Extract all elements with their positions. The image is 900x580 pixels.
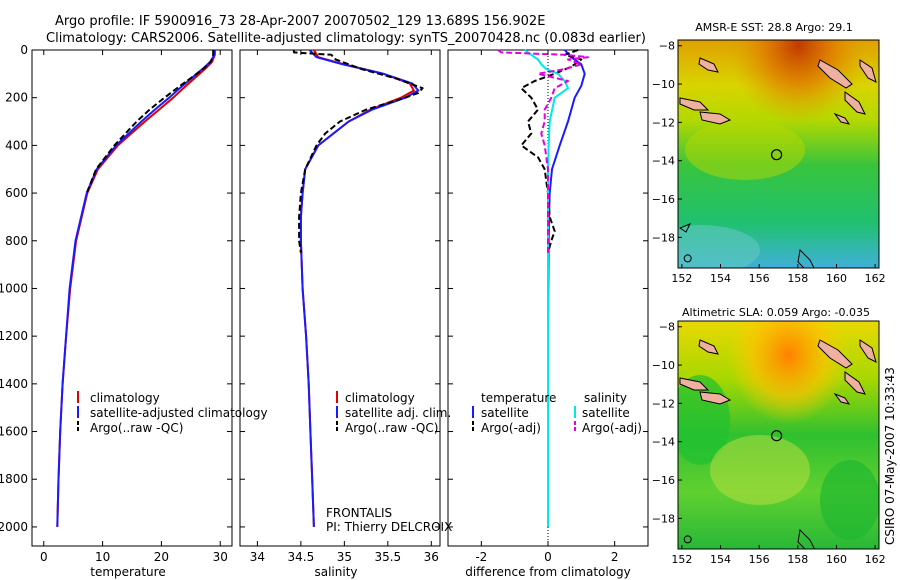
temperature-x-tick-label: 20 bbox=[154, 550, 169, 564]
sla-secondary-marker bbox=[683, 535, 692, 544]
temperature-x-label: temperature bbox=[90, 565, 165, 579]
sla-lon-tick-label: 156 bbox=[749, 553, 770, 566]
salinity-x-tick-label: 35.5 bbox=[374, 550, 401, 564]
sla-argo-marker bbox=[770, 430, 783, 442]
salinity-series-climatology bbox=[299, 49, 415, 527]
depth-tick-label: 1000 bbox=[0, 281, 28, 295]
salinity-legend-satellite: satellite adj. clim. bbox=[345, 406, 451, 420]
difference-legend-temperature-header: temperature bbox=[481, 391, 556, 405]
sst-lon-tick-label: 154 bbox=[710, 272, 731, 285]
sst-lat-tick-label: −8 bbox=[659, 40, 675, 53]
csiro-timestamp: CSIRO 07-May-2007 10:33:43 bbox=[883, 367, 897, 545]
figure-title-line1: Argo profile: IF 5900916_73 28-Apr-2007 … bbox=[55, 14, 545, 29]
sla-lon-tick-label: 154 bbox=[710, 553, 731, 566]
sst-lat-tick-label: −12 bbox=[652, 116, 675, 129]
difference-legend-temp-argo: Argo(-adj) bbox=[481, 421, 541, 435]
salinity-series-satellite-adj-clim bbox=[299, 49, 420, 527]
difference-x-tick-label: -2 bbox=[475, 550, 487, 564]
temperature-legend-climatology: climatology bbox=[90, 391, 160, 405]
temperature-series-climatology bbox=[56, 50, 216, 527]
salinity-x-tick-label: 35 bbox=[337, 550, 352, 564]
salinity-panel: 34 34.5 35 35.5 36 salinity climatology sate… bbox=[239, 49, 452, 579]
salinity-x-tick-label: 36 bbox=[424, 550, 439, 564]
salinity-x-tick-label: 34 bbox=[250, 550, 265, 564]
depth-tick-label: 1200 bbox=[0, 329, 28, 343]
sst-map-field bbox=[678, 40, 879, 268]
depth-tick-label: 600 bbox=[5, 186, 28, 200]
sst-lon-tick-label: 160 bbox=[826, 272, 847, 285]
frontalis-label: FRONTALIS bbox=[326, 506, 392, 520]
temperature-legend: climatology satellite-adjusted climatolo… bbox=[77, 391, 268, 435]
depth-tick-label: 400 bbox=[5, 138, 28, 152]
temperature-legend-satellite: satellite-adjusted climatology bbox=[90, 406, 268, 420]
depth-tick-label: 200 bbox=[5, 91, 28, 105]
sst-map: AMSR-E SST: 28.8 Argo: 29.1 152 154 156 bbox=[652, 21, 886, 285]
sst-lon-tick-label: 162 bbox=[865, 272, 886, 285]
sst-map-title: AMSR-E SST: 28.8 Argo: 29.1 bbox=[695, 21, 853, 34]
sla-lat-tick-label: −18 bbox=[652, 512, 675, 525]
difference-legend: temperature salinity satellite Argo(-adj… bbox=[472, 391, 642, 435]
difference-legend-salinity-header: salinity bbox=[584, 391, 627, 405]
sla-map: Altimetric SLA: 0.059 Argo: -0.035 152 15… bbox=[652, 306, 886, 566]
pi-label: PI: Thierry DELCROIX bbox=[326, 520, 452, 534]
salinity-x-tick-label: 34.5 bbox=[288, 550, 315, 564]
sla-map-title: Altimetric SLA: 0.059 Argo: -0.035 bbox=[682, 306, 870, 319]
temperature-panel: 0 10 20 30 0 200 400 600 800 1000 1200 1400 1600 1800… bbox=[0, 43, 268, 579]
sst-lon-tick-label: 158 bbox=[787, 272, 808, 285]
difference-series-temperature-satellite bbox=[547, 49, 586, 527]
sst-lat-tick-label: −14 bbox=[652, 155, 675, 168]
temperature-x-tick-label: 10 bbox=[95, 550, 110, 564]
salinity-legend-climatology: climatology bbox=[345, 391, 415, 405]
depth-tick-label: 2000 bbox=[0, 520, 28, 534]
difference-panel: -2 0 2 difference from climatology tempera… bbox=[447, 49, 649, 579]
depth-tick-label: 1600 bbox=[0, 425, 28, 439]
difference-legend-temp-satellite: satellite bbox=[481, 406, 529, 420]
depth-tick-label: 1400 bbox=[0, 377, 28, 391]
temperature-axes-frame bbox=[31, 49, 233, 547]
sla-lat-tick-label: −16 bbox=[652, 474, 675, 487]
sla-lon-tick-label: 152 bbox=[671, 553, 692, 566]
sst-lat-tick-label: −18 bbox=[652, 231, 675, 244]
sst-secondary-marker bbox=[683, 254, 692, 263]
sst-lat-tick-label: −16 bbox=[652, 193, 675, 206]
sla-lat-tick-label: −8 bbox=[659, 321, 675, 334]
figure-title-line2: Climatology: CARS2006. Satellite-adjuste… bbox=[46, 31, 646, 46]
sst-lon-tick-label: 156 bbox=[749, 272, 770, 285]
salinity-series-argo-raw-qc bbox=[292, 50, 424, 253]
sla-map-coastline bbox=[679, 339, 877, 549]
sla-lon-tick-label: 160 bbox=[826, 553, 847, 566]
sst-lat-tick-label: −10 bbox=[652, 78, 675, 91]
depth-tick-label: 0 bbox=[20, 43, 28, 57]
sla-lat-tick-label: −14 bbox=[652, 436, 675, 449]
temperature-x-tick-label: 0 bbox=[40, 550, 48, 564]
salinity-x-label: salinity bbox=[314, 565, 357, 579]
sla-map-field bbox=[678, 321, 879, 549]
difference-series-salinity-argo-adj bbox=[497, 49, 589, 253]
difference-legend-sal-satellite: satellite bbox=[582, 406, 630, 420]
sst-argo-marker bbox=[770, 149, 783, 161]
sst-map-coastline bbox=[678, 57, 877, 268]
difference-legend-sal-argo: Argo(-adj) bbox=[582, 421, 642, 435]
depth-tick-label: 1800 bbox=[0, 472, 28, 486]
sla-lat-tick-label: −12 bbox=[652, 397, 675, 410]
sst-map-frame bbox=[677, 39, 880, 269]
difference-x-label: difference from climatology bbox=[465, 565, 631, 579]
salinity-legend-argo: Argo(..raw -QC) bbox=[345, 421, 438, 435]
difference-series-temperature-argo-adj bbox=[520, 49, 583, 253]
sla-lat-tick-label: −10 bbox=[652, 359, 675, 372]
salinity-axes-frame bbox=[239, 49, 441, 547]
difference-x-tick-label: 0 bbox=[544, 550, 552, 564]
temperature-series-argo-raw-qc bbox=[85, 50, 215, 194]
depth-tick-label: 800 bbox=[5, 234, 28, 248]
salinity-legend: climatology satellite adj. clim. Argo(..… bbox=[336, 391, 451, 435]
difference-series-salinity-satellite bbox=[524, 49, 569, 527]
sst-lon-tick-label: 152 bbox=[671, 272, 692, 285]
sla-map-frame bbox=[677, 320, 880, 550]
sla-lon-tick-label: 162 bbox=[865, 553, 886, 566]
temperature-x-tick-label: 30 bbox=[213, 550, 228, 564]
temperature-legend-argo: Argo(..raw -QC) bbox=[90, 421, 183, 435]
difference-x-tick-label: 2 bbox=[611, 550, 619, 564]
sla-lon-tick-label: 158 bbox=[787, 553, 808, 566]
